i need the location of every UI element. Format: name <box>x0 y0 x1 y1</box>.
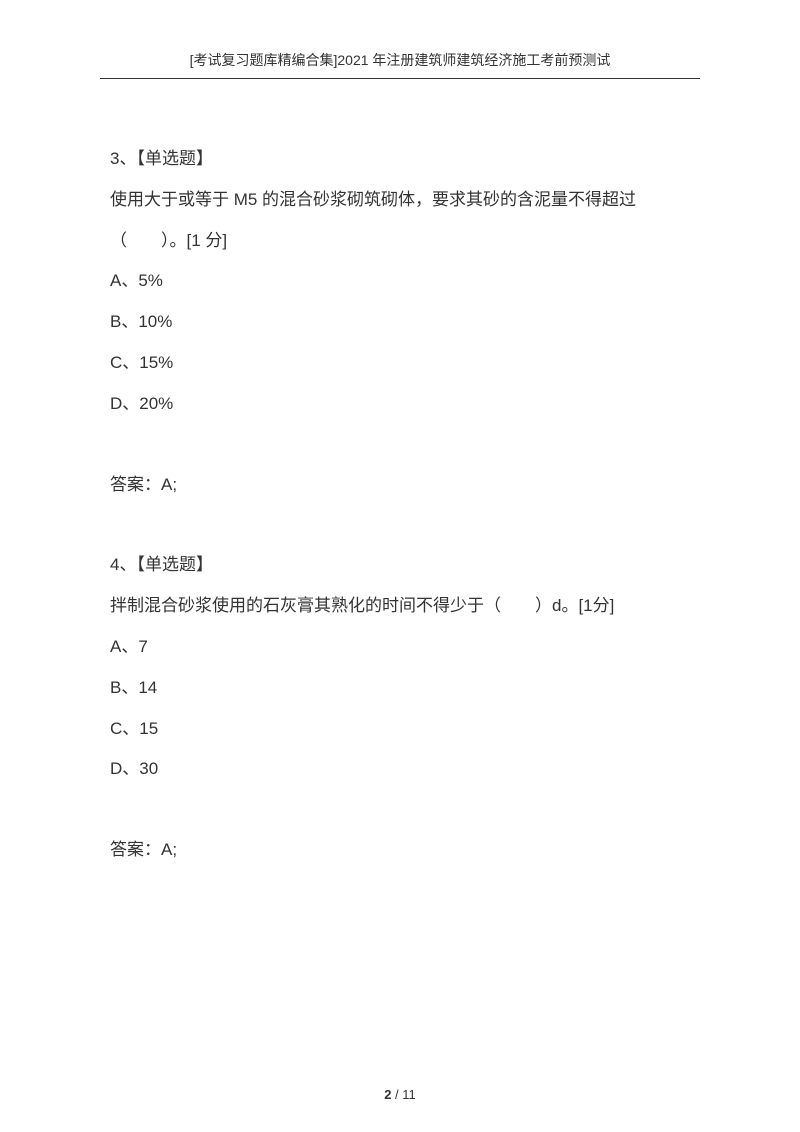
question-4-header: 4、【单选题】 <box>110 545 690 586</box>
question-4: 4、【单选题】 拌制混合砂浆使用的石灰膏其熟化的时间不得少于（ ）d。[1分] … <box>110 545 690 871</box>
question-3-option-d: D、20% <box>110 384 690 425</box>
question-4-text: 拌制混合砂浆使用的石灰膏其熟化的时间不得少于（ ）d。[1分] <box>110 586 690 627</box>
question-number: 3、 <box>110 149 136 168</box>
question-3-option-b: B、10% <box>110 302 690 343</box>
question-3-option-a: A、5% <box>110 261 690 302</box>
question-4-option-d: D、30 <box>110 749 690 790</box>
question-3-text: 使用大于或等于 M5 的混合砂浆砌筑砌体，要求其砂的含泥量不得超过（ ）。[1 … <box>110 180 690 262</box>
content-area: 3、【单选题】 使用大于或等于 M5 的混合砂浆砌筑砌体，要求其砂的含泥量不得超… <box>100 139 700 871</box>
question-3: 3、【单选题】 使用大于或等于 M5 的混合砂浆砌筑砌体，要求其砂的含泥量不得超… <box>110 139 690 505</box>
question-4-option-c: C、15 <box>110 709 690 750</box>
question-3-header: 3、【单选题】 <box>110 139 690 180</box>
question-3-answer: 答案：A; <box>110 465 690 506</box>
question-3-option-c: C、15% <box>110 343 690 384</box>
document-page: [考试复习题库精编合集]2021 年注册建筑师建筑经济施工考前预测试 3、【单选… <box>0 0 800 1132</box>
total-pages: 11 <box>402 1087 416 1102</box>
question-number: 4、 <box>110 555 136 574</box>
page-separator: / <box>391 1087 402 1102</box>
header-divider <box>100 78 700 79</box>
question-4-option-b: B、14 <box>110 668 690 709</box>
question-4-answer: 答案：A; <box>110 830 690 871</box>
question-4-option-a: A、7 <box>110 627 690 668</box>
page-number: 2 / 11 <box>0 1087 800 1102</box>
question-type: 【单选题】 <box>136 149 213 168</box>
question-type: 【单选题】 <box>136 555 213 574</box>
page-header-title: [考试复习题库精编合集]2021 年注册建筑师建筑经济施工考前预测试 <box>100 50 700 70</box>
